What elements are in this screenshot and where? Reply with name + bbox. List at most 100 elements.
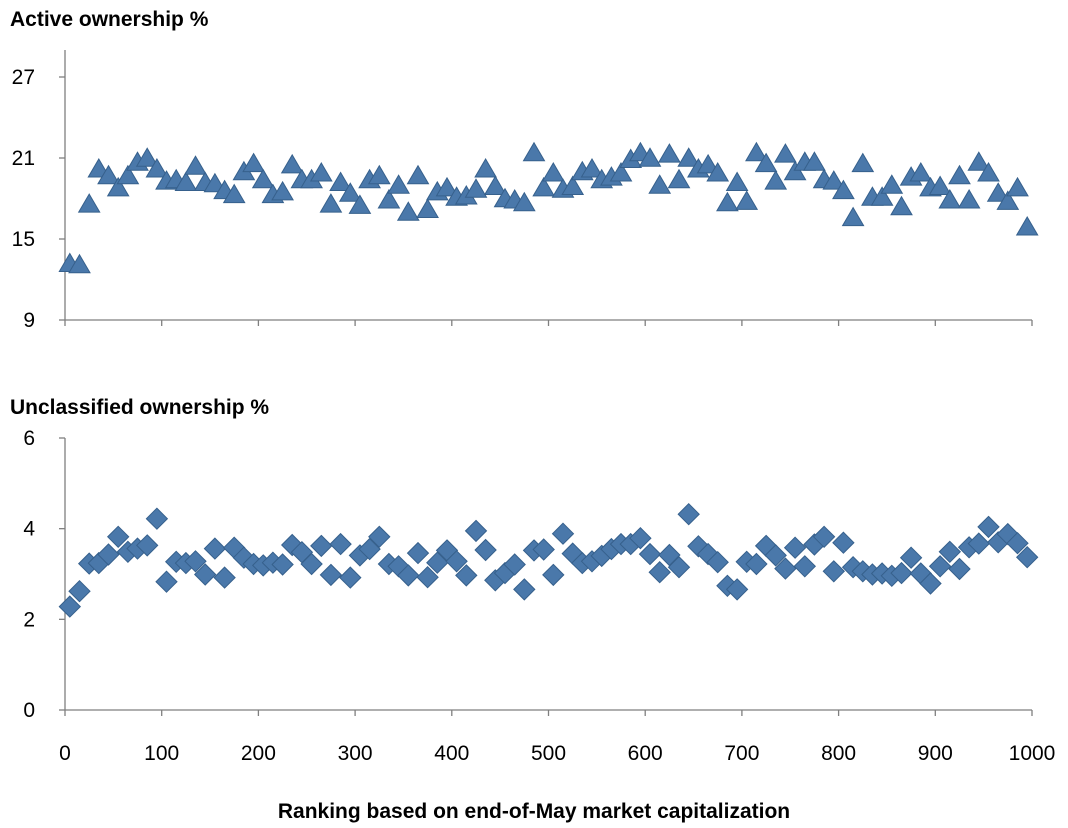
unclassified-data-point [358,537,381,561]
active-data-point [977,162,1000,182]
unclassified-x-tick-label: 800 [821,742,856,765]
active-data-point [948,164,971,185]
unclassified-x-tick-label: 600 [628,742,663,765]
active-data-point [329,171,352,191]
unclassified-ownership-panel: Unclassified ownership % 0 2 4 6 0 100 200 300… [10,396,1055,765]
active-data-point [967,151,991,171]
active-data-point [435,176,459,197]
unclassified-data-point [822,560,846,583]
unclassified-data-point [271,553,294,576]
unclassified-data-point [890,561,913,585]
active-y-tick-label: 9 [23,309,35,332]
unclassified-data-point [638,542,662,566]
active-data-point [986,182,1010,202]
active-data-point [522,141,546,162]
unclassified-data-point [658,543,681,567]
unclassified-data-point [97,543,120,566]
active-data-point [483,175,507,195]
active-data-point [938,189,962,209]
active-data-point [251,168,275,189]
unclassified-data-point [135,534,159,557]
unclassified-data-point [68,579,91,603]
unclassified-data-point [329,532,352,556]
unclassified-x-tick-label: 500 [531,742,566,765]
unclassified-data-point [416,565,439,589]
active-data-point [928,175,952,195]
unclassified-data-point [310,534,333,558]
unclassified-data-point [648,560,671,584]
active-data-point [609,162,633,182]
unclassified-data-point [193,563,217,586]
active-data-point [319,193,343,213]
unclassified-data-point [1015,545,1039,569]
active-data-point [242,152,265,173]
unclassified-data-point [629,526,652,550]
unclassified-data-point [1006,531,1029,555]
unclassified-data-point [145,507,169,530]
active-data-point [68,253,91,274]
unclassified-data-point [919,572,942,595]
unclassified-x-tick-label: 100 [144,742,179,765]
active-data-point [580,158,604,178]
active-data-point [135,147,159,167]
active-data-point [541,162,565,182]
unclassified-x-tick-label: 300 [338,742,373,765]
active-data-point [774,143,797,163]
unclassified-x-tick-label: 900 [918,742,953,765]
unclassified-data-point [783,536,807,559]
unclassified-data-point [977,515,1000,539]
unclassified-data-point [967,532,991,555]
active-ownership-panel: Active ownership % 9 15 21 27 [10,8,1039,332]
active-data-point [561,175,585,195]
active-data-point [184,155,207,175]
unclassified-data-point [464,519,488,543]
unclassified-data-point [300,552,323,576]
active-data-point [348,194,372,214]
active-data-point [745,141,768,162]
active-data-point [996,190,1020,210]
active-data-point [716,191,739,212]
active-data-point [638,147,662,167]
active-data-point [1015,216,1039,236]
active-data-point [957,189,981,209]
unclassified-data-point [832,531,855,554]
unclassified-data-point [938,540,962,564]
active-data-point [338,182,362,202]
active-data-point [145,158,169,178]
active-data-point [735,190,759,210]
active-chart-title: Active ownership % [10,8,209,31]
active-data-point [222,183,246,204]
x-axis-label: Ranking based on end-of-May market capit… [278,800,790,823]
unclassified-data-point [542,563,565,587]
unclassified-data-point [155,570,178,593]
unclassified-x-tick-label: 700 [724,742,759,765]
unclassified-data-point [368,525,391,549]
unclassified-data-point [532,538,555,561]
active-data-point [387,174,410,194]
active-data-point [77,193,101,213]
unclassified-data-point [812,525,836,549]
unclassified-data-point [551,522,575,545]
active-data-point [648,174,672,194]
active-data-point [396,201,420,221]
unclassified-data-point [474,538,497,562]
active-y-tick-label: 15 [12,228,35,251]
unclassified-data-point [426,551,449,574]
active-y-tick-label: 21 [12,147,35,170]
active-data-point [280,153,304,174]
unclassified-data-point [706,550,729,574]
active-data-point [377,189,401,209]
unclassified-data-point [106,525,130,549]
active-data-point [174,171,198,191]
unclassified-data-point [667,555,691,579]
unclassified-data-point [928,555,952,578]
active-data-point [803,151,826,171]
unclassified-data-point [445,550,468,573]
unclassified-y-tick-label: 0 [23,699,35,722]
unclassified-data-point [899,546,923,569]
unclassified-data-point [745,552,768,576]
active-data-point [512,191,536,212]
active-data-point [754,152,778,173]
unclassified-data-point [774,557,797,580]
